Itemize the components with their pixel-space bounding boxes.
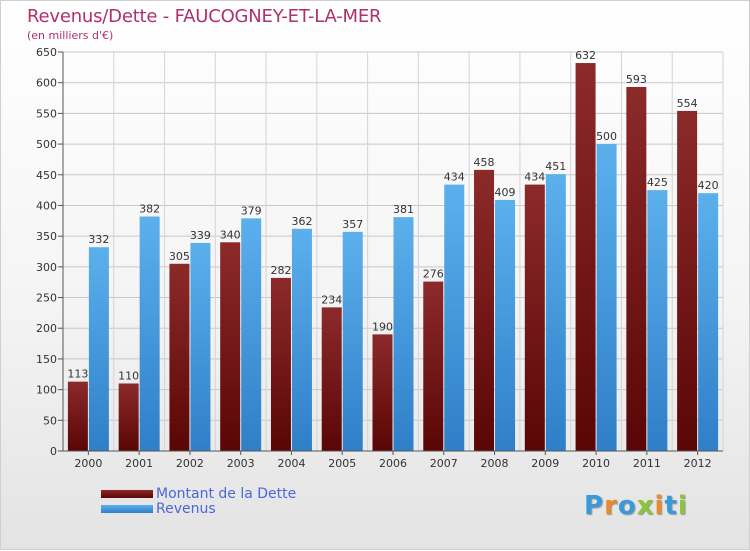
x-tick-label-2004: 2004: [277, 457, 305, 470]
value-label-revenus-2001: 382: [139, 203, 160, 216]
bar-debt-2005: [321, 307, 342, 451]
logo-letter: r: [604, 491, 618, 521]
bars-layer: [67, 63, 719, 452]
x-tick-label-2002: 2002: [176, 457, 204, 470]
x-tick-label-2010: 2010: [582, 457, 610, 470]
value-label-revenus-2009: 451: [545, 160, 566, 173]
y-tick-label-550: 550: [36, 107, 57, 120]
value-label-revenus-2006: 381: [393, 203, 414, 216]
value-label-debt-2004: 282: [270, 264, 291, 277]
logo-letter: P: [584, 491, 605, 521]
y-tick-label-300: 300: [36, 261, 57, 274]
value-label-debt-2009: 434: [524, 171, 545, 184]
value-label-debt-2001: 110: [118, 369, 139, 382]
logo-letter: i: [677, 491, 688, 521]
value-label-debt-2012: 554: [677, 97, 698, 110]
x-tick-label-2007: 2007: [430, 457, 458, 470]
logo-letter: i: [654, 491, 665, 521]
y-tick-label-0: 0: [50, 445, 57, 458]
legend-swatch-revenus: [101, 505, 153, 513]
bar-revenus-2011: [647, 190, 668, 451]
value-label-debt-2005: 234: [321, 293, 342, 306]
logo-letter: x: [636, 491, 655, 521]
legend-label-revenus: Revenus: [156, 501, 216, 517]
logo-letter: o: [617, 491, 637, 521]
y-tick-label-650: 650: [36, 46, 57, 59]
bar-revenus-2003: [241, 218, 262, 451]
value-label-debt-2002: 305: [169, 250, 190, 263]
y-tick-label-200: 200: [36, 322, 57, 335]
value-label-revenus-2012: 420: [698, 179, 719, 192]
value-label-debt-2000: 113: [67, 368, 88, 381]
value-label-revenus-2002: 339: [190, 229, 211, 242]
x-tick-label-2011: 2011: [633, 457, 661, 470]
x-tick-label-2012: 2012: [684, 457, 712, 470]
x-tick-label-2008: 2008: [481, 457, 509, 470]
bar-revenus-2002: [190, 242, 211, 451]
x-tick-label-2006: 2006: [379, 457, 407, 470]
chart-subtitle: (en milliers d'€): [27, 29, 114, 42]
bar-debt-2011: [626, 86, 647, 451]
value-label-revenus-2007: 434: [444, 171, 465, 184]
bar-revenus-2001: [139, 216, 160, 451]
value-label-debt-2003: 340: [220, 228, 241, 241]
bar-revenus-2007: [444, 184, 465, 452]
bar-revenus-2010: [596, 144, 617, 452]
y-tick-label-500: 500: [36, 138, 57, 151]
y-tick-label-150: 150: [36, 353, 57, 366]
bar-debt-2002: [169, 263, 190, 451]
x-tick-label-2001: 2001: [125, 457, 153, 470]
y-tick-label-600: 600: [36, 77, 57, 90]
grid-layer: [62, 51, 724, 452]
y-tick-label-400: 400: [36, 199, 57, 212]
value-label-revenus-2003: 379: [241, 204, 262, 217]
bar-debt-2001: [118, 383, 139, 451]
bar-debt-2003: [220, 242, 241, 451]
proxiti-logo: Proxiti: [584, 491, 688, 521]
x-tick-label-2000: 2000: [74, 457, 102, 470]
y-tick-label-450: 450: [36, 169, 57, 182]
bar-debt-2007: [423, 281, 444, 451]
logo-letter: t: [664, 491, 678, 521]
chart-title: Revenus/Dette - FAUCOGNEY-ET-LA-MER: [27, 6, 382, 27]
y-tick-label-100: 100: [36, 384, 57, 397]
bar-debt-2010: [575, 63, 596, 452]
y-tick-label-50: 50: [43, 414, 57, 427]
value-label-revenus-2005: 357: [342, 218, 363, 231]
x-tick-label-2009: 2009: [531, 457, 559, 470]
y-tick-label-250: 250: [36, 292, 57, 305]
value-label-debt-2006: 190: [372, 320, 393, 333]
value-label-debt-2008: 458: [474, 156, 495, 169]
bar-revenus-2005: [342, 231, 363, 451]
bar-debt-2004: [270, 277, 291, 451]
bar-debt-2012: [677, 110, 698, 451]
bar-revenus-2008: [495, 199, 516, 451]
bar-debt-2009: [524, 184, 545, 452]
value-label-revenus-2008: 409: [495, 186, 516, 199]
bar-debt-2008: [474, 169, 495, 451]
value-label-revenus-2004: 362: [291, 215, 312, 228]
bar-debt-2006: [372, 334, 393, 451]
x-tick-label-2005: 2005: [328, 457, 356, 470]
value-label-revenus-2010: 500: [596, 130, 617, 143]
legend-swatch-debt: [101, 490, 153, 498]
value-label-debt-2007: 276: [423, 268, 444, 281]
y-tick-label-350: 350: [36, 230, 57, 243]
value-label-debt-2011: 593: [626, 73, 647, 86]
axis-layer: 0 50 100 150 200 250 300 350 400 450 500 550 600 650 2…: [36, 46, 723, 470]
legend-label-debt: Montant de la Dette: [156, 486, 297, 502]
bar-revenus-2009: [545, 174, 566, 451]
bar-debt-2000: [67, 381, 88, 451]
value-label-revenus-2011: 425: [647, 176, 668, 189]
bar-revenus-2000: [88, 247, 109, 451]
bar-revenus-2006: [393, 217, 414, 451]
x-tick-label-2003: 2003: [227, 457, 255, 470]
bar-revenus-2012: [698, 193, 719, 451]
bar-revenus-2004: [291, 228, 312, 451]
value-label-revenus-2000: 332: [88, 233, 109, 246]
value-label-debt-2010: 632: [575, 49, 596, 62]
